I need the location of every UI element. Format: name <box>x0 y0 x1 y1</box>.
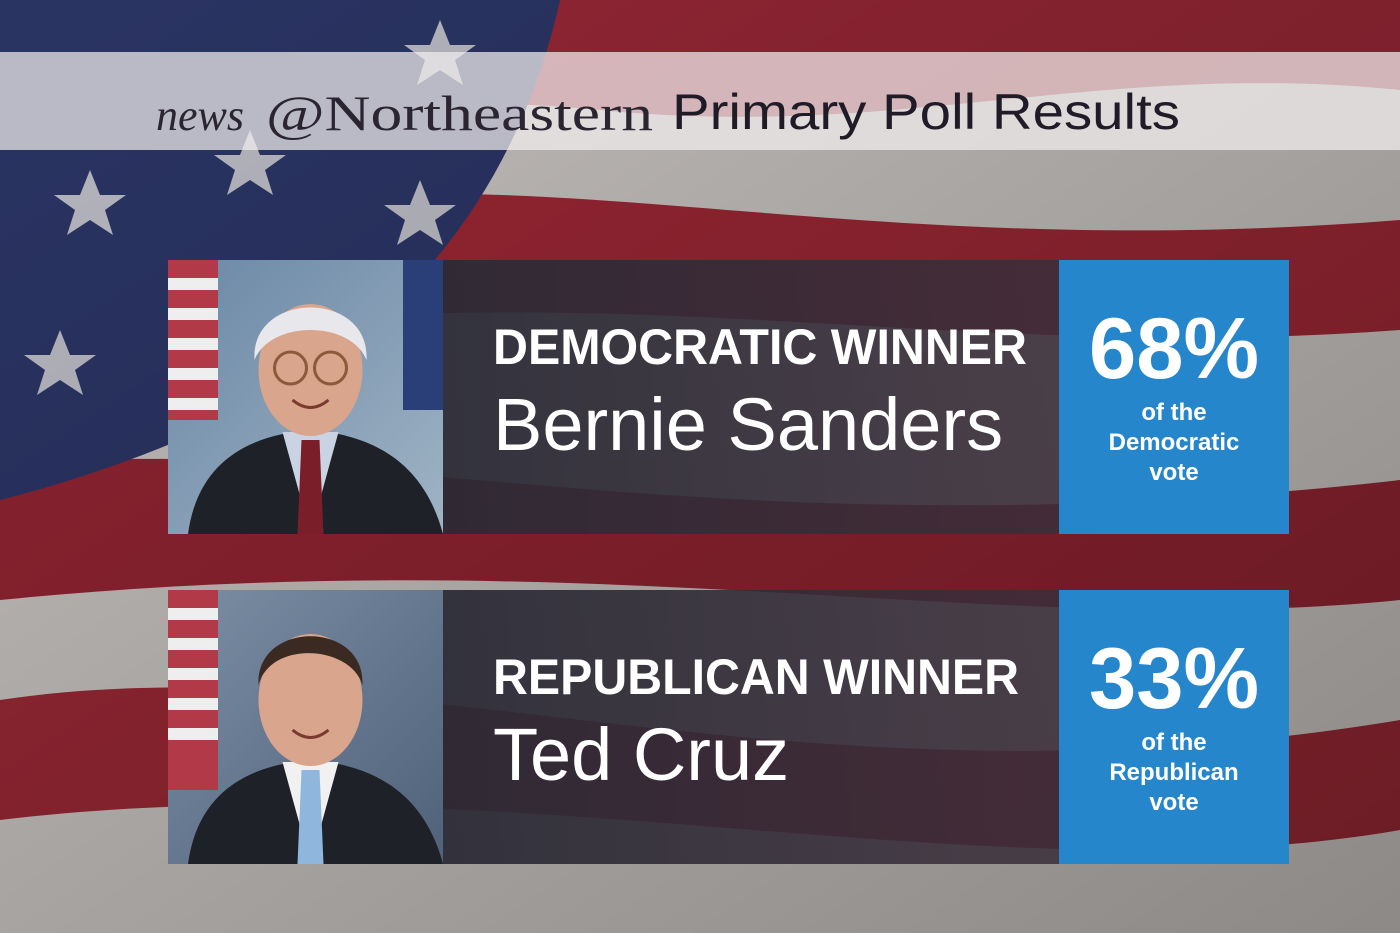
photo-flag-stripe <box>168 338 218 350</box>
photo-face <box>258 634 363 766</box>
photo-flag-stripe <box>168 638 218 650</box>
percent-note: of the <box>1141 729 1206 756</box>
percent-note: vote <box>1149 459 1198 486</box>
percent-value: 33% <box>1089 631 1259 727</box>
header-band <box>0 52 1400 150</box>
photo-smile <box>291 398 330 409</box>
photo-glasses <box>313 350 348 386</box>
percent-box <box>1059 260 1289 534</box>
percent-note: Republican <box>1109 759 1238 786</box>
percent-box <box>1059 590 1289 864</box>
photo-flag-stripe <box>168 698 218 710</box>
photo-state-flag <box>403 260 443 410</box>
percent-note: Democratic <box>1109 429 1240 456</box>
photo-flag-stripe <box>168 608 218 620</box>
page-title: Primary Poll Results <box>672 84 1180 140</box>
photo-flag-stripe <box>168 668 218 680</box>
percent-note: of the <box>1141 399 1206 426</box>
photo-face <box>258 304 363 436</box>
result-card: REPUBLICAN WINNER Ted Cruz 33%of the Republ… <box>168 590 1289 864</box>
winner-label: REPUBLICAN WINNER <box>493 649 1019 705</box>
photo-flag-stripe <box>168 398 218 410</box>
photo-smile <box>291 728 330 739</box>
winner-name: Ted Cruz <box>493 713 789 796</box>
photo-flag-stripe <box>168 368 218 380</box>
photo-flag-stripe <box>168 728 218 740</box>
photo-tie <box>297 440 324 534</box>
text-panel <box>443 590 1059 864</box>
winner-label: DEMOCRATIC WINNER <box>493 319 1027 375</box>
photo-glasses <box>273 350 308 386</box>
photo-flag-stripe <box>168 278 218 290</box>
photo-hair <box>258 636 363 685</box>
brand-name: @Northeastern <box>266 85 653 141</box>
photo-hair <box>254 307 367 360</box>
brand-prefix: news <box>156 91 244 140</box>
percent-value: 68% <box>1089 301 1259 397</box>
text-panel <box>443 260 1059 534</box>
result-card: DEMOCRATIC WINNER Bernie Sanders 68%of the… <box>168 260 1289 534</box>
photo-flag-stripe <box>168 308 218 320</box>
photo-flag <box>168 590 218 790</box>
percent-note: vote <box>1149 789 1198 816</box>
photo-tie <box>297 770 324 864</box>
winner-name: Bernie Sanders <box>493 383 1003 466</box>
